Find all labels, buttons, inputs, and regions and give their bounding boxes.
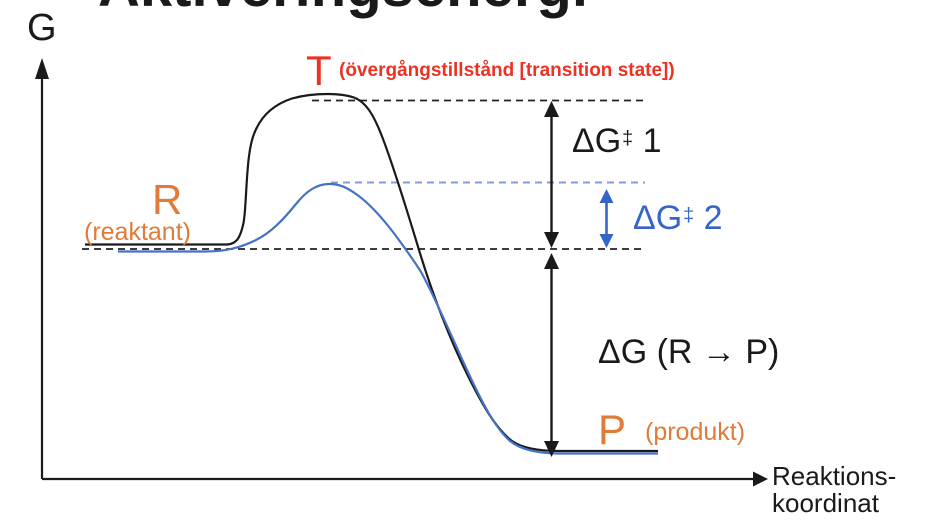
dg2-arrow-down-head-icon <box>599 234 614 248</box>
x-axis-label-line2: koordinat <box>772 487 879 518</box>
y-axis-arrowhead-icon <box>35 58 49 79</box>
dg1-arrow-up-head-icon <box>544 101 559 117</box>
dg2-double-dagger: ‡ <box>683 204 695 227</box>
dg1-base: ΔG <box>572 122 622 160</box>
transition-state-note: (övergångstillstånd [transition state]) <box>339 60 675 81</box>
product-symbol: P <box>598 406 627 453</box>
catalyzed-energy-curve <box>118 182 658 455</box>
reactant-symbol: R <box>152 176 183 223</box>
y-axis-label: G <box>27 7 57 49</box>
dg2-label: ΔG‡ 2 <box>633 201 723 235</box>
dg2-arrow-up-head-icon <box>599 189 614 203</box>
dg1-number: 1 <box>642 122 662 160</box>
dg2-base: ΔG <box>633 199 683 237</box>
x-axis-arrowhead-icon <box>753 471 768 487</box>
reactant-note: (reaktant) <box>84 218 191 246</box>
dg1-label: ΔG‡ 1 <box>572 124 662 158</box>
slide-title: Aktiveringsenergi <box>98 0 588 16</box>
x-axis-label: Reaktions- koordinat <box>772 463 896 516</box>
dg2-number: 2 <box>703 199 723 237</box>
x-axis-label-line1: Reaktions- <box>772 461 897 491</box>
dg-overall-arrow-down-head-icon <box>544 441 559 457</box>
dg1-double-dagger: ‡ <box>622 127 634 150</box>
product-note: (produkt) <box>645 418 746 446</box>
transition-state-symbol: T <box>306 47 332 94</box>
dg-overall-label: ΔG (R → P) <box>598 333 780 371</box>
dg-overall-arrow-up-head-icon <box>544 253 559 269</box>
dg1-arrow-down-head-icon <box>544 232 559 248</box>
